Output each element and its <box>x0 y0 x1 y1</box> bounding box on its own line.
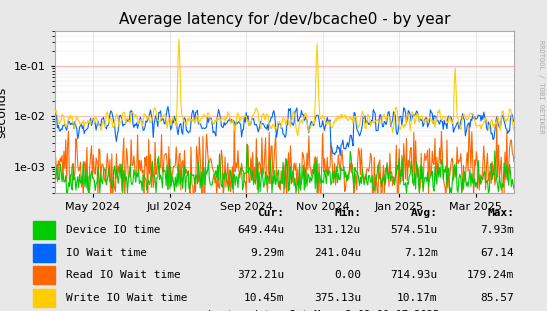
Text: Cur:: Cur: <box>258 208 284 218</box>
Text: 714.93u: 714.93u <box>391 270 438 280</box>
Bar <box>33 244 55 262</box>
Text: Device IO time: Device IO time <box>66 225 160 235</box>
Text: Last update: Sat May  3 02:00:07 2025: Last update: Sat May 3 02:00:07 2025 <box>208 310 439 311</box>
Text: 10.45m: 10.45m <box>244 293 284 303</box>
Text: Read IO Wait time: Read IO Wait time <box>66 270 181 280</box>
Text: 85.57: 85.57 <box>480 293 514 303</box>
Text: 649.44u: 649.44u <box>237 225 284 235</box>
Bar <box>33 289 55 307</box>
Text: 10.17m: 10.17m <box>397 293 438 303</box>
Title: Average latency for /dev/bcache0 - by year: Average latency for /dev/bcache0 - by ye… <box>119 12 450 27</box>
Y-axis label: seconds: seconds <box>0 86 8 137</box>
Text: 241.04u: 241.04u <box>314 248 361 258</box>
Text: 67.14: 67.14 <box>480 248 514 258</box>
Text: 7.93m: 7.93m <box>480 225 514 235</box>
Bar <box>33 221 55 239</box>
Text: 372.21u: 372.21u <box>237 270 284 280</box>
Text: 574.51u: 574.51u <box>391 225 438 235</box>
Text: 7.12m: 7.12m <box>404 248 438 258</box>
Text: Min:: Min: <box>334 208 361 218</box>
Text: 375.13u: 375.13u <box>314 293 361 303</box>
Text: Max:: Max: <box>487 208 514 218</box>
Text: IO Wait time: IO Wait time <box>66 248 147 258</box>
Text: Write IO Wait time: Write IO Wait time <box>66 293 187 303</box>
Text: 131.12u: 131.12u <box>314 225 361 235</box>
Text: Avg:: Avg: <box>411 208 438 218</box>
Bar <box>33 266 55 284</box>
Text: 0.00: 0.00 <box>334 270 361 280</box>
Text: RRDTOOL / TOBI OETIKER: RRDTOOL / TOBI OETIKER <box>538 40 544 134</box>
Text: 9.29m: 9.29m <box>251 248 284 258</box>
Text: 179.24m: 179.24m <box>467 270 514 280</box>
